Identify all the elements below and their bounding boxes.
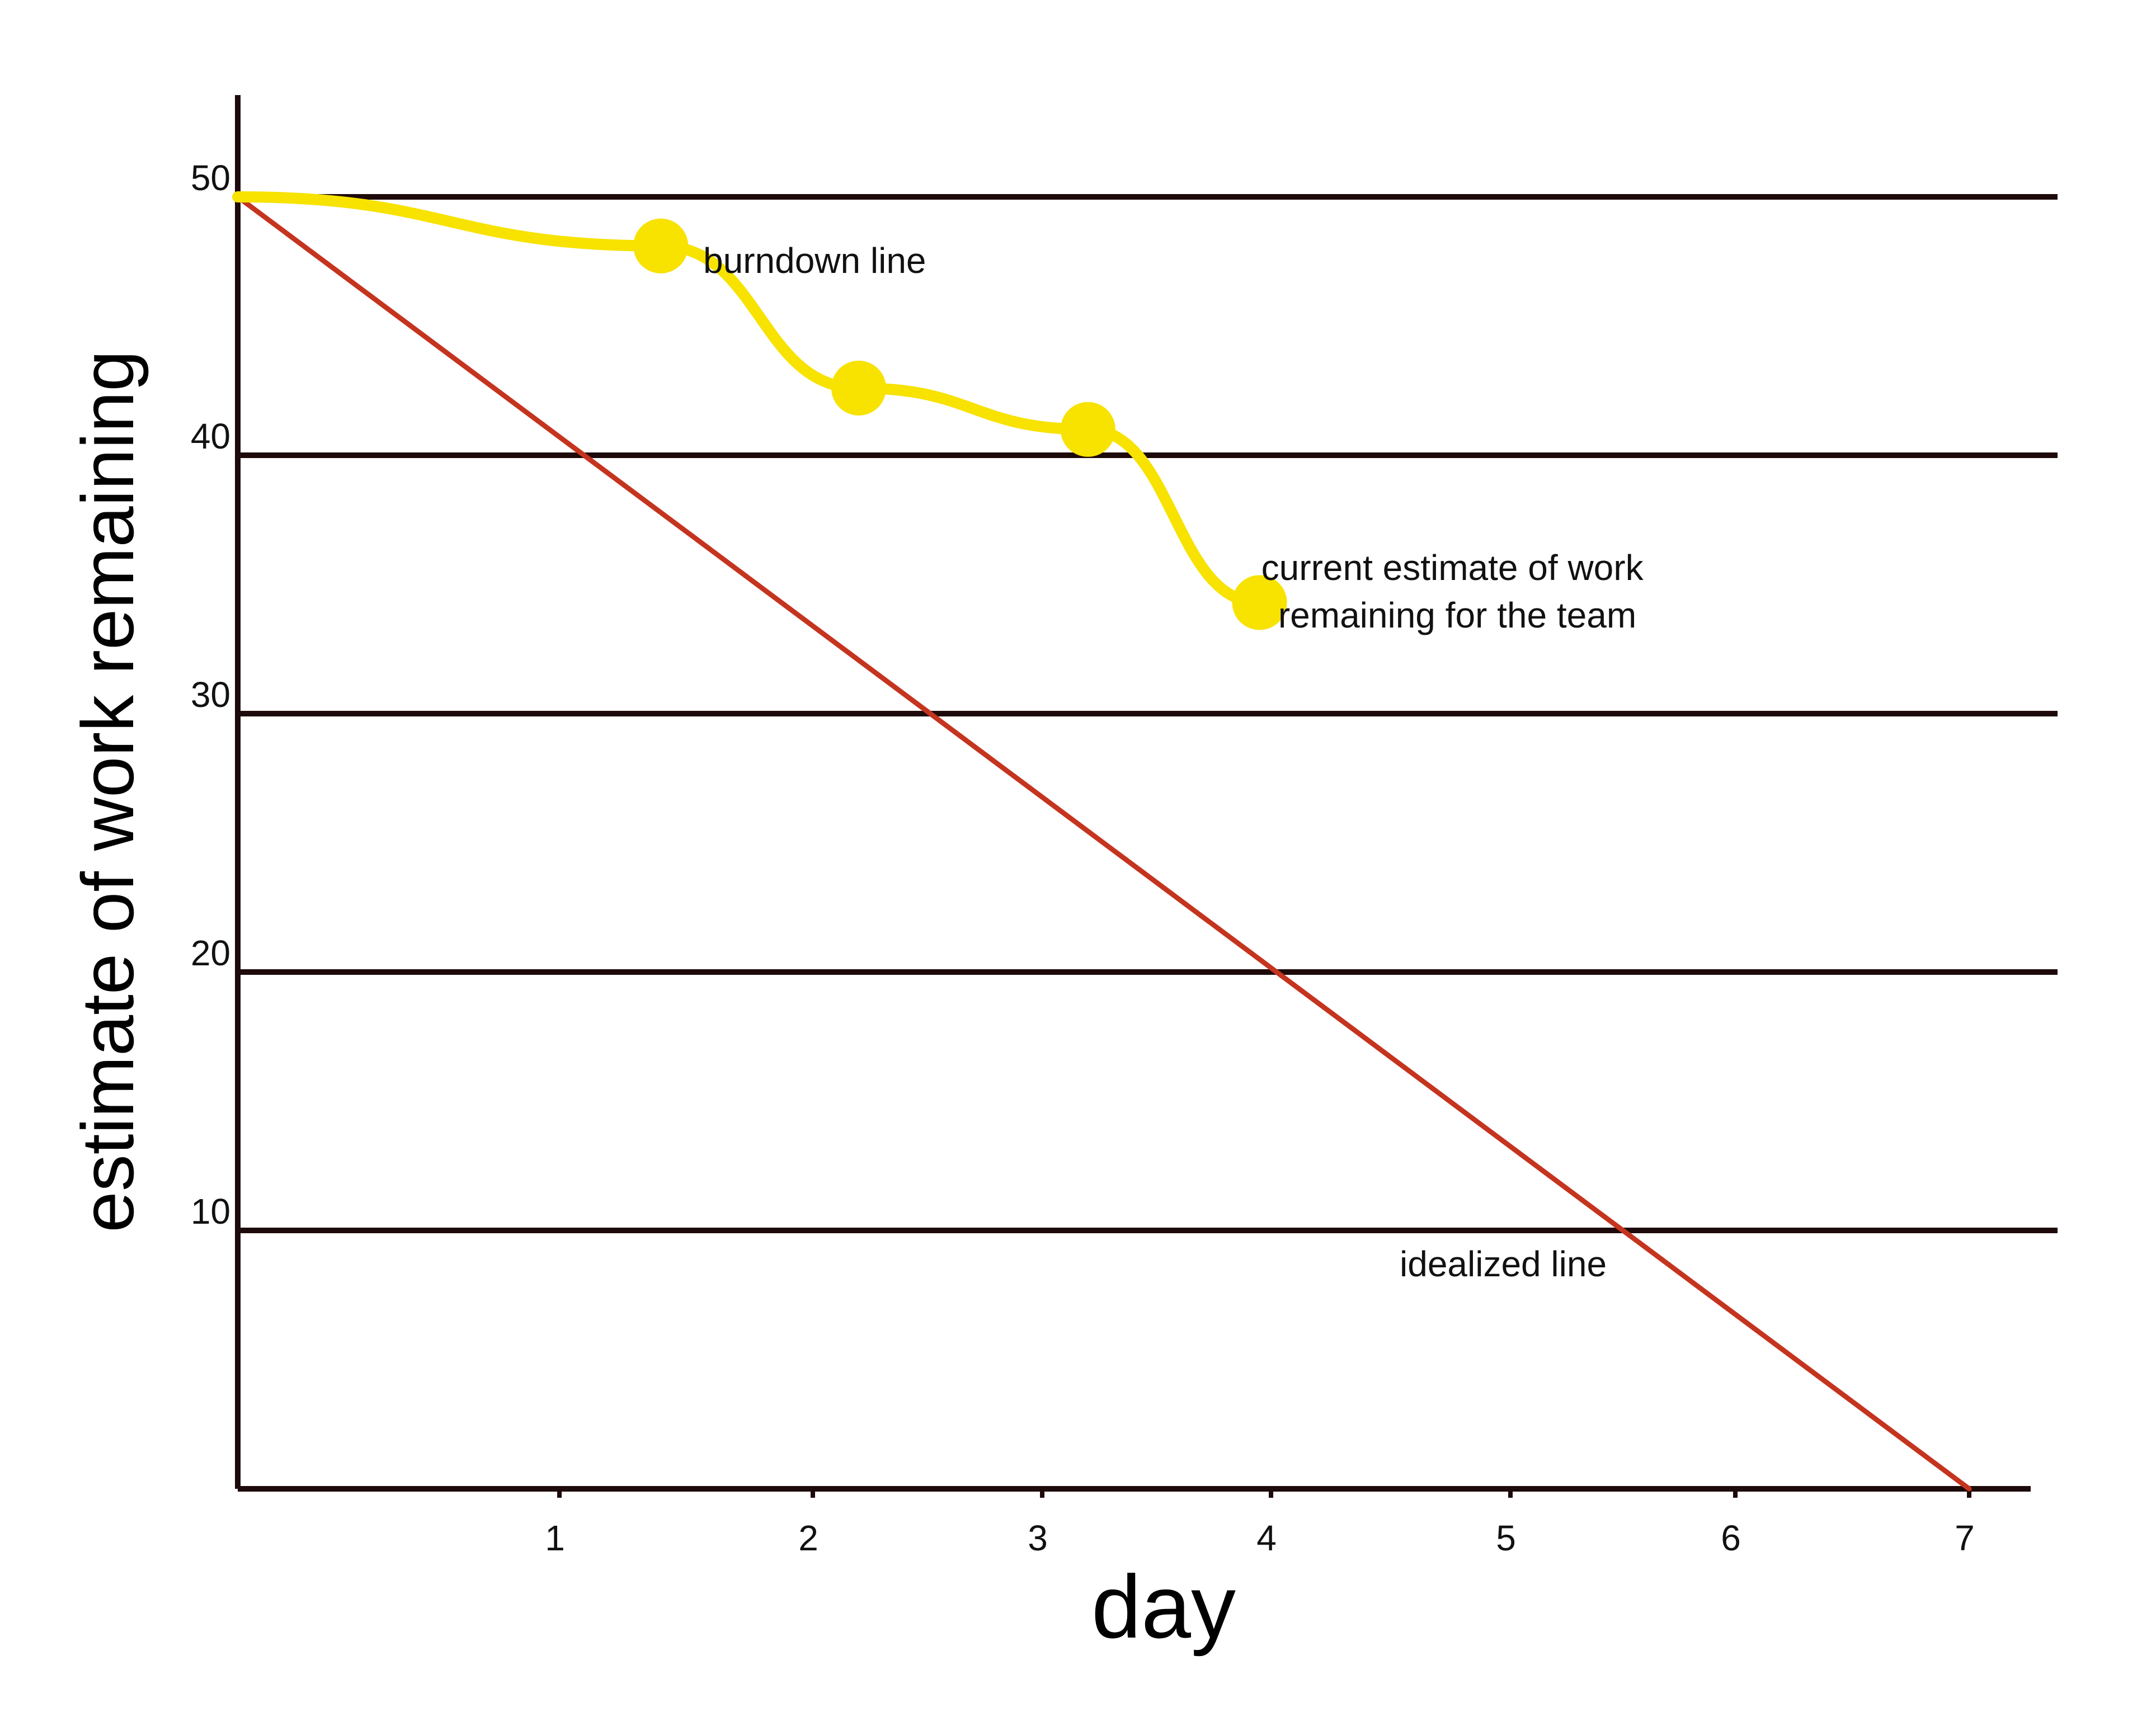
series-layer bbox=[232, 191, 1972, 1492]
x-ticks: 1 2 3 4 5 6 7 bbox=[545, 1489, 1975, 1558]
x-tick-label-1: 1 bbox=[545, 1518, 565, 1558]
x-tick-label-5: 5 bbox=[1496, 1518, 1516, 1558]
x-tick-label-2: 2 bbox=[798, 1518, 818, 1558]
x-tick-label-6: 6 bbox=[1721, 1518, 1741, 1558]
burndown-point-2 bbox=[831, 360, 886, 416]
y-tick-label-40: 40 bbox=[191, 416, 230, 456]
y-ticks: 10 20 30 40 50 bbox=[191, 158, 230, 1232]
x-tick-label-4: 4 bbox=[1256, 1518, 1277, 1558]
gridlines bbox=[238, 194, 2058, 1233]
annotation-current-estimate-line-1: current estimate of work bbox=[1261, 548, 1644, 588]
y-tick-label-20: 20 bbox=[191, 933, 230, 973]
annotation-idealized-line: idealized line bbox=[1400, 1244, 1607, 1284]
burndown-line bbox=[232, 191, 1265, 609]
x-tick-label-3: 3 bbox=[1028, 1518, 1048, 1558]
y-tick-label-10: 10 bbox=[191, 1191, 230, 1232]
burndown-point-3 bbox=[1060, 402, 1115, 457]
x-axis-title: day bbox=[1091, 1556, 1236, 1657]
idealized-line bbox=[235, 194, 1972, 1492]
x-tick-label-7: 7 bbox=[1955, 1518, 1975, 1558]
y-axis-title: estimate of work remaining bbox=[67, 350, 149, 1232]
y-tick-label-50: 50 bbox=[191, 158, 230, 198]
burndown-point-4 bbox=[1232, 575, 1287, 630]
annotation-current-estimate: current estimate of work remaining for t… bbox=[1261, 548, 1654, 635]
y-tick-label-30: 30 bbox=[191, 674, 230, 715]
annotation-burndown-line: burndown line bbox=[703, 240, 926, 281]
annotation-current-estimate-line-2: remaining for the team bbox=[1278, 595, 1636, 635]
burndown-point-1 bbox=[633, 218, 689, 273]
axes bbox=[235, 95, 2031, 1492]
